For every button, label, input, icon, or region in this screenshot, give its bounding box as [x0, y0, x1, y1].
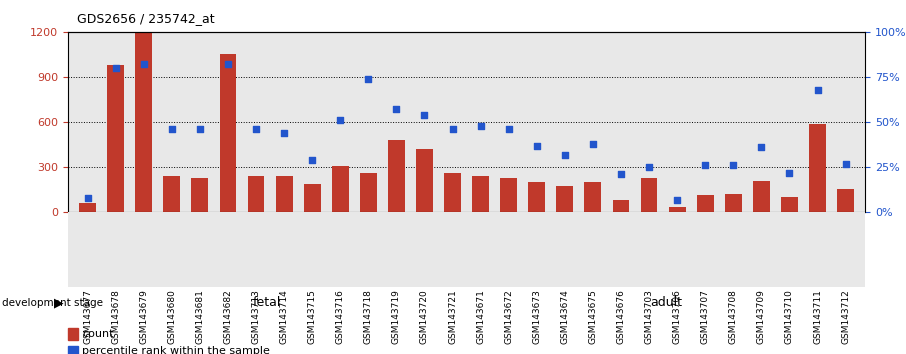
Bar [641, 178, 658, 212]
Bar [247, 176, 265, 212]
Point [641, 164, 656, 170]
Text: adult: adult [650, 296, 682, 309]
Bar [388, 140, 405, 212]
Bar [528, 182, 545, 212]
Text: count: count [82, 329, 113, 339]
Bar [584, 182, 602, 212]
Bar [79, 203, 96, 212]
Bar [669, 207, 686, 212]
Point [838, 161, 853, 166]
Point [473, 123, 487, 129]
Bar [416, 149, 433, 212]
Point [810, 87, 824, 92]
Bar [725, 194, 742, 212]
Bar [612, 200, 630, 212]
Point [81, 195, 95, 201]
Text: fetal: fetal [253, 296, 282, 309]
Point [613, 172, 628, 177]
Bar [697, 195, 714, 212]
Bar [556, 186, 573, 212]
Point [277, 130, 292, 136]
Point [390, 107, 404, 112]
Point [418, 112, 432, 118]
Text: GDS2656 / 235742_at: GDS2656 / 235742_at [77, 12, 215, 25]
Point [446, 126, 460, 132]
Bar [163, 176, 180, 212]
Text: development stage: development stage [2, 298, 102, 308]
Point [754, 144, 768, 150]
Bar [275, 176, 293, 212]
Point [698, 162, 712, 168]
Text: percentile rank within the sample: percentile rank within the sample [82, 346, 270, 354]
Point [670, 197, 684, 202]
Point [305, 157, 320, 163]
Point [249, 126, 264, 132]
Point [221, 62, 236, 67]
Point [557, 152, 572, 158]
Bar [191, 178, 208, 212]
Bar [360, 173, 377, 212]
Bar [837, 189, 854, 212]
Point [109, 65, 123, 71]
Point [193, 126, 207, 132]
Point [333, 118, 348, 123]
Bar [500, 178, 517, 212]
Bar [332, 166, 349, 212]
Point [137, 62, 151, 67]
Point [501, 126, 516, 132]
Point [726, 162, 740, 168]
Point [165, 126, 179, 132]
Bar [219, 55, 236, 212]
Point [782, 170, 796, 176]
Point [361, 76, 376, 82]
Bar [444, 173, 461, 212]
Bar [304, 184, 321, 212]
Text: ▶: ▶ [53, 296, 63, 309]
Point [529, 143, 544, 148]
Bar [781, 196, 798, 212]
Point [585, 141, 600, 147]
Bar [809, 124, 826, 212]
Bar [135, 33, 152, 212]
Bar [68, 328, 78, 340]
Bar [68, 346, 78, 354]
Bar [107, 65, 124, 212]
Bar [753, 181, 770, 212]
Bar [472, 176, 489, 212]
